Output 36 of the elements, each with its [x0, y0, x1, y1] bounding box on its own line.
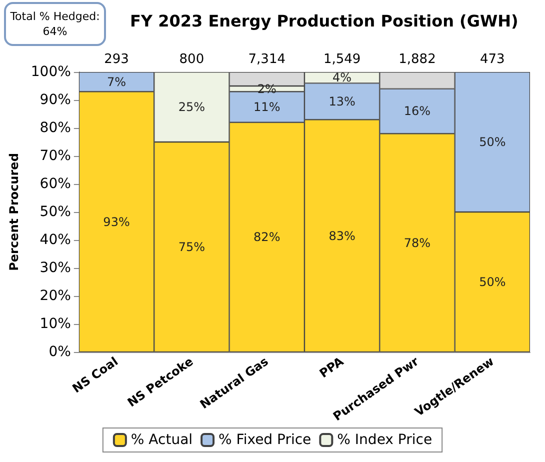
data-label: 11%: [254, 100, 280, 114]
y-tick-label: 60%: [40, 176, 71, 192]
legend-label: % Fixed Price: [218, 432, 312, 448]
y-axis-title: Percent Procured: [7, 153, 21, 271]
y-tick-label: 10%: [40, 316, 71, 332]
data-label: 13%: [328, 94, 356, 108]
annotation: 473: [480, 52, 505, 67]
chart-title: FY 2023 Energy Production Position (GWH): [130, 12, 518, 30]
annotation: 293: [104, 52, 129, 67]
data-label: 50%: [479, 135, 506, 149]
y-tick-label: 80%: [40, 120, 71, 136]
data-label: 82%: [254, 230, 280, 244]
data-label: 78%: [404, 236, 431, 250]
annotation: 800: [179, 52, 204, 67]
data-label: 50%: [479, 275, 506, 289]
text: Total % Hedged: 64%: [9, 10, 100, 38]
data-label: 83%: [328, 228, 356, 243]
annotation: 7,314: [248, 52, 286, 67]
y-tick-label: 0%: [48, 344, 71, 360]
legend-label: % Index Price: [337, 432, 432, 448]
data-label: 16%: [404, 104, 431, 118]
data-label: 4%: [332, 70, 352, 85]
annotation: 1,882: [398, 52, 436, 67]
y-tick-label: 20%: [40, 288, 71, 304]
y-tick-label: 40%: [40, 232, 71, 248]
annotation: 1,549: [323, 52, 361, 67]
y-tick-label: 50%: [40, 204, 71, 220]
data-label: 75%: [178, 240, 206, 254]
data-label: 7%: [106, 74, 126, 89]
legend-label: % Actual: [130, 432, 193, 448]
y-tick-label: 100%: [30, 64, 71, 80]
y-tick-label: 90%: [40, 92, 71, 108]
y-tick-label: 30%: [40, 260, 71, 276]
data-label: 25%: [178, 100, 206, 114]
y-tick-label: 70%: [40, 148, 71, 164]
data-label: 93%: [103, 214, 130, 229]
